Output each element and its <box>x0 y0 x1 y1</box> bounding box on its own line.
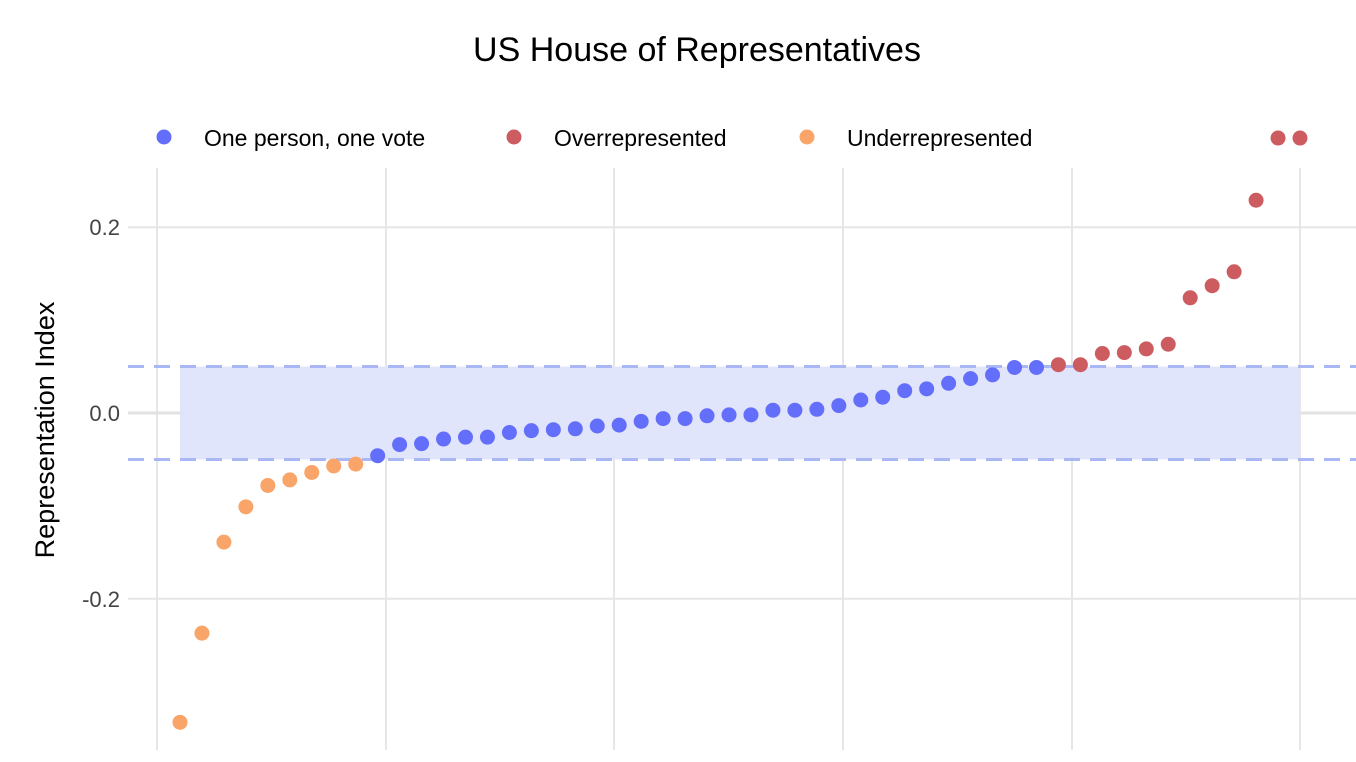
data-point <box>392 437 407 452</box>
legend-label: One person, one vote <box>204 125 425 151</box>
data-point <box>348 457 363 472</box>
y-tick-label: 0.0 <box>89 401 120 426</box>
data-point <box>414 436 429 451</box>
data-point <box>875 390 890 405</box>
data-point <box>1183 290 1198 305</box>
data-point <box>1271 131 1286 146</box>
y-tick-label: -0.2 <box>82 587 120 612</box>
data-point <box>941 376 956 391</box>
data-point <box>700 408 715 423</box>
data-point <box>326 458 341 473</box>
data-point <box>216 535 231 550</box>
data-point <box>919 381 934 396</box>
data-point <box>1029 360 1044 375</box>
chart-title: US House of Representatives <box>473 31 921 69</box>
data-point <box>787 403 802 418</box>
legend-marker <box>800 130 815 145</box>
data-point <box>963 371 978 386</box>
data-point <box>765 403 780 418</box>
y-axis-ticks: 0.2 0.0 -0.2 <box>82 215 120 612</box>
data-point <box>436 432 451 447</box>
data-point <box>260 478 275 493</box>
legend-label: Overrepresented <box>554 125 727 151</box>
data-point <box>1007 360 1022 375</box>
data-point <box>1073 357 1088 372</box>
data-point <box>678 411 693 426</box>
data-point <box>370 448 385 463</box>
legend-marker <box>507 130 522 145</box>
y-tick-label: 0.2 <box>89 215 120 240</box>
one-person-one-vote-band <box>128 367 1356 460</box>
data-point <box>1117 345 1132 360</box>
data-point <box>546 422 561 437</box>
data-point <box>656 411 671 426</box>
legend-label: Underrepresented <box>847 125 1032 151</box>
data-point <box>722 407 737 422</box>
data-point <box>282 472 297 487</box>
data-point <box>1227 264 1242 279</box>
legend: One person, one vote Overrepresented Under… <box>157 125 1033 151</box>
data-point <box>458 430 473 445</box>
data-point <box>985 367 1000 382</box>
data-point <box>590 419 605 434</box>
data-point <box>743 407 758 422</box>
data-point <box>1051 357 1066 372</box>
data-point <box>1205 278 1220 293</box>
data-point <box>568 421 583 436</box>
data-point <box>1139 341 1154 356</box>
band-fill <box>180 367 1300 460</box>
data-point <box>612 418 627 433</box>
data-point <box>897 383 912 398</box>
data-point <box>480 430 495 445</box>
data-point <box>853 392 868 407</box>
data-point <box>524 423 539 438</box>
y-axis-title: Representation Index <box>30 301 60 558</box>
data-point <box>1095 346 1110 361</box>
legend-marker <box>157 130 172 145</box>
data-point <box>1293 131 1308 146</box>
data-point <box>173 715 188 730</box>
data-point <box>194 626 209 641</box>
data-point <box>634 414 649 429</box>
data-point <box>809 402 824 417</box>
data-point <box>502 425 517 440</box>
data-point <box>238 499 253 514</box>
data-point <box>831 398 846 413</box>
data-point <box>1161 337 1176 352</box>
data-point <box>1249 193 1264 208</box>
data-point <box>304 465 319 480</box>
